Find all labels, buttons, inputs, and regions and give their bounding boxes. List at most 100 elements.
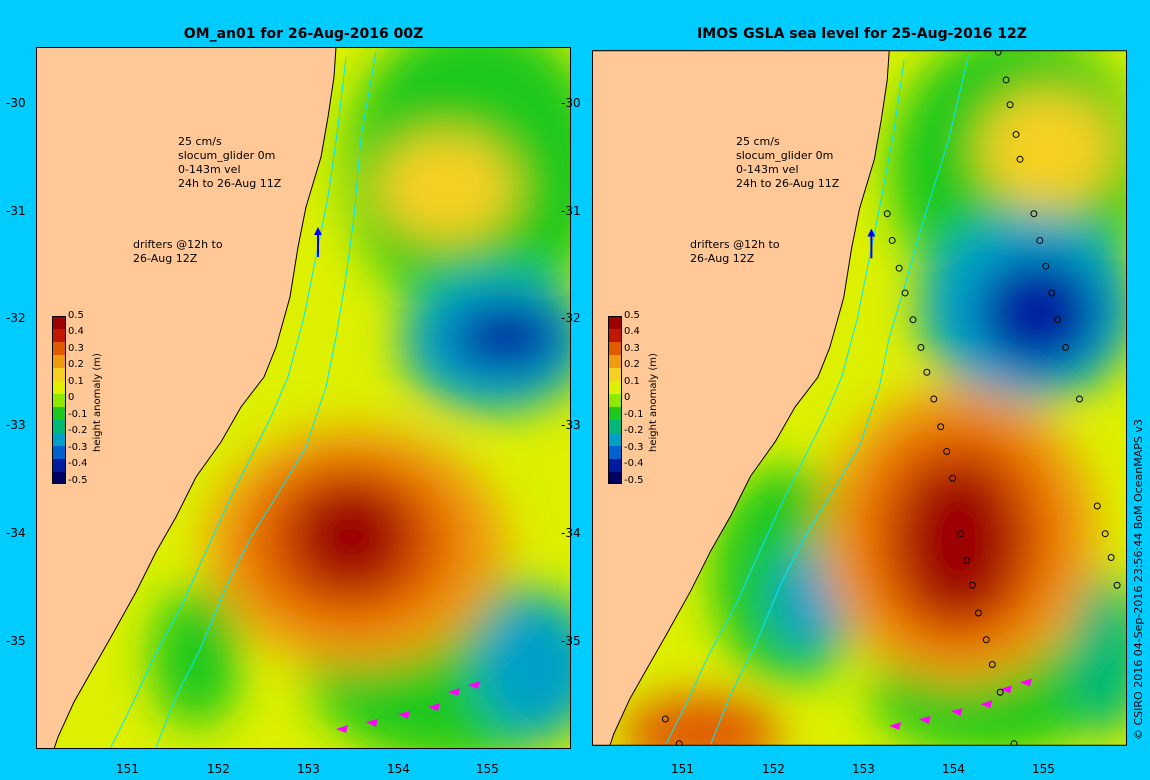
colorbar-band bbox=[52, 381, 66, 394]
map-frame bbox=[592, 50, 1127, 746]
colorbar-band bbox=[608, 407, 622, 420]
legend-window-label: 24h to 26-Aug 11Z bbox=[178, 177, 282, 190]
track-point bbox=[923, 368, 931, 376]
lon-tick-label: 152 bbox=[762, 762, 785, 776]
track-point bbox=[895, 264, 903, 272]
legend-drifters-date-label: 26-Aug 12Z bbox=[133, 252, 198, 265]
yellow-eddy-north bbox=[376, 132, 516, 242]
drifter-arrow bbox=[448, 688, 460, 696]
cyclonic-eddy-north-core bbox=[978, 258, 1098, 368]
track-point bbox=[994, 50, 1002, 56]
track-point bbox=[968, 581, 976, 589]
track-point bbox=[943, 448, 951, 455]
glider-track bbox=[867, 228, 876, 259]
lat-tick-label: -35 bbox=[561, 634, 581, 648]
colorbar-band bbox=[608, 355, 622, 368]
bathymetry-contour bbox=[710, 55, 969, 744]
map-title-left: OM_an01 for 26-Aug-2016 00Z bbox=[183, 26, 424, 42]
track-point bbox=[957, 530, 965, 538]
track-point bbox=[1101, 530, 1109, 538]
track-point bbox=[988, 661, 996, 668]
colorbar-label: -0.2 bbox=[624, 425, 644, 436]
lat-tick-label: -30 bbox=[561, 96, 581, 110]
track-point bbox=[1054, 316, 1062, 324]
bathymetry-contour bbox=[110, 56, 347, 748]
track-point bbox=[1093, 502, 1101, 510]
lon-tick-label: 152 bbox=[207, 762, 230, 776]
map-panel-left bbox=[36, 47, 571, 749]
bathymetry-contour bbox=[155, 51, 377, 748]
colorbar-band bbox=[52, 433, 66, 446]
colorbar-label: 0.2 bbox=[68, 359, 84, 370]
anticyclonic-eddy-core bbox=[291, 482, 411, 592]
colorbar-band bbox=[52, 368, 66, 381]
colorbar-label: 0.1 bbox=[624, 376, 640, 387]
colorbar-label: -0.1 bbox=[624, 409, 644, 420]
track-point bbox=[996, 688, 1004, 696]
lat-tick-label: -31 bbox=[6, 204, 26, 218]
track-point bbox=[888, 237, 896, 244]
track-point bbox=[1062, 344, 1070, 351]
colorbar-band bbox=[52, 316, 66, 329]
colorbar-band bbox=[608, 394, 622, 407]
lat-tick-label: -33 bbox=[6, 418, 26, 432]
legend-vel-label: 0-143m vel bbox=[178, 163, 241, 176]
colorbar-band bbox=[52, 472, 66, 484]
legend-window-label: 24h to 26-Aug 11Z bbox=[736, 177, 840, 190]
drifter-arrows bbox=[336, 681, 480, 733]
track-point bbox=[1012, 130, 1020, 138]
teal-patch-southeast bbox=[1067, 575, 1127, 734]
drifter-arrow bbox=[1020, 678, 1032, 687]
track-point bbox=[1016, 155, 1024, 163]
legend-drifters-date-label: 26-Aug 12Z bbox=[690, 252, 755, 265]
colorbar-label: 0.4 bbox=[68, 326, 84, 337]
colorbar-left bbox=[52, 316, 66, 484]
colorbar-label: -0.4 bbox=[624, 458, 644, 469]
map-frame bbox=[36, 47, 571, 749]
drifter-arrow bbox=[950, 708, 963, 717]
legend-vel-label: 0-143m vel bbox=[736, 163, 799, 176]
lon-tick-label: 154 bbox=[387, 762, 410, 776]
altimeter-track-points bbox=[661, 50, 1121, 746]
colorbar-label: 0.3 bbox=[624, 343, 640, 354]
yellow-eddy-north bbox=[978, 89, 1118, 209]
colorbar-band bbox=[608, 368, 622, 381]
lat-tick-label: -35 bbox=[6, 634, 26, 648]
colorbar-band bbox=[608, 316, 622, 329]
glider-arrowhead bbox=[314, 227, 322, 235]
legend-drifters-label: drifters @12h to bbox=[133, 238, 223, 251]
track-point bbox=[1002, 76, 1010, 84]
lon-tick-label: 154 bbox=[942, 762, 965, 776]
track-point bbox=[1075, 395, 1083, 403]
colorbar-band bbox=[52, 459, 66, 472]
colorbar-band bbox=[52, 446, 66, 459]
track-point bbox=[1030, 210, 1038, 218]
drifter-arrow bbox=[398, 711, 410, 719]
lat-tick-label: -34 bbox=[561, 526, 581, 540]
colorbar-band bbox=[608, 329, 622, 342]
colorbar-band bbox=[608, 433, 622, 446]
track-point bbox=[930, 395, 938, 403]
colorbar-label: -0.1 bbox=[68, 409, 88, 420]
colorbar-title: height anomaly (m) bbox=[648, 353, 659, 452]
track-point bbox=[1036, 237, 1044, 244]
colorbar-band bbox=[608, 446, 622, 459]
drifter-arrow bbox=[1000, 685, 1013, 694]
colorbar-band bbox=[608, 472, 622, 484]
lat-tick-label: -32 bbox=[6, 311, 26, 325]
drifter-arrow bbox=[336, 725, 348, 733]
track-point bbox=[974, 609, 982, 617]
track-point bbox=[901, 289, 909, 297]
colorbar-band bbox=[52, 407, 66, 420]
drifter-arrow bbox=[428, 703, 440, 711]
colorbar-title: height anomaly (m) bbox=[92, 353, 103, 452]
legend-speed-label: 25 cm/s bbox=[736, 135, 780, 148]
credit-text: © CSIRO 2016 04-Sep-2016 23:56:44 BoM Oc… bbox=[1132, 419, 1145, 740]
colorbar-label: 0 bbox=[624, 392, 631, 403]
track-point bbox=[661, 715, 669, 723]
lon-tick-label: 151 bbox=[116, 762, 139, 776]
glider-arrowhead bbox=[867, 228, 876, 237]
colorbar-band bbox=[52, 355, 66, 368]
legend-glider-label: slocum_glider 0m bbox=[736, 149, 834, 162]
anticyclonic-eddy-core bbox=[899, 461, 1019, 620]
